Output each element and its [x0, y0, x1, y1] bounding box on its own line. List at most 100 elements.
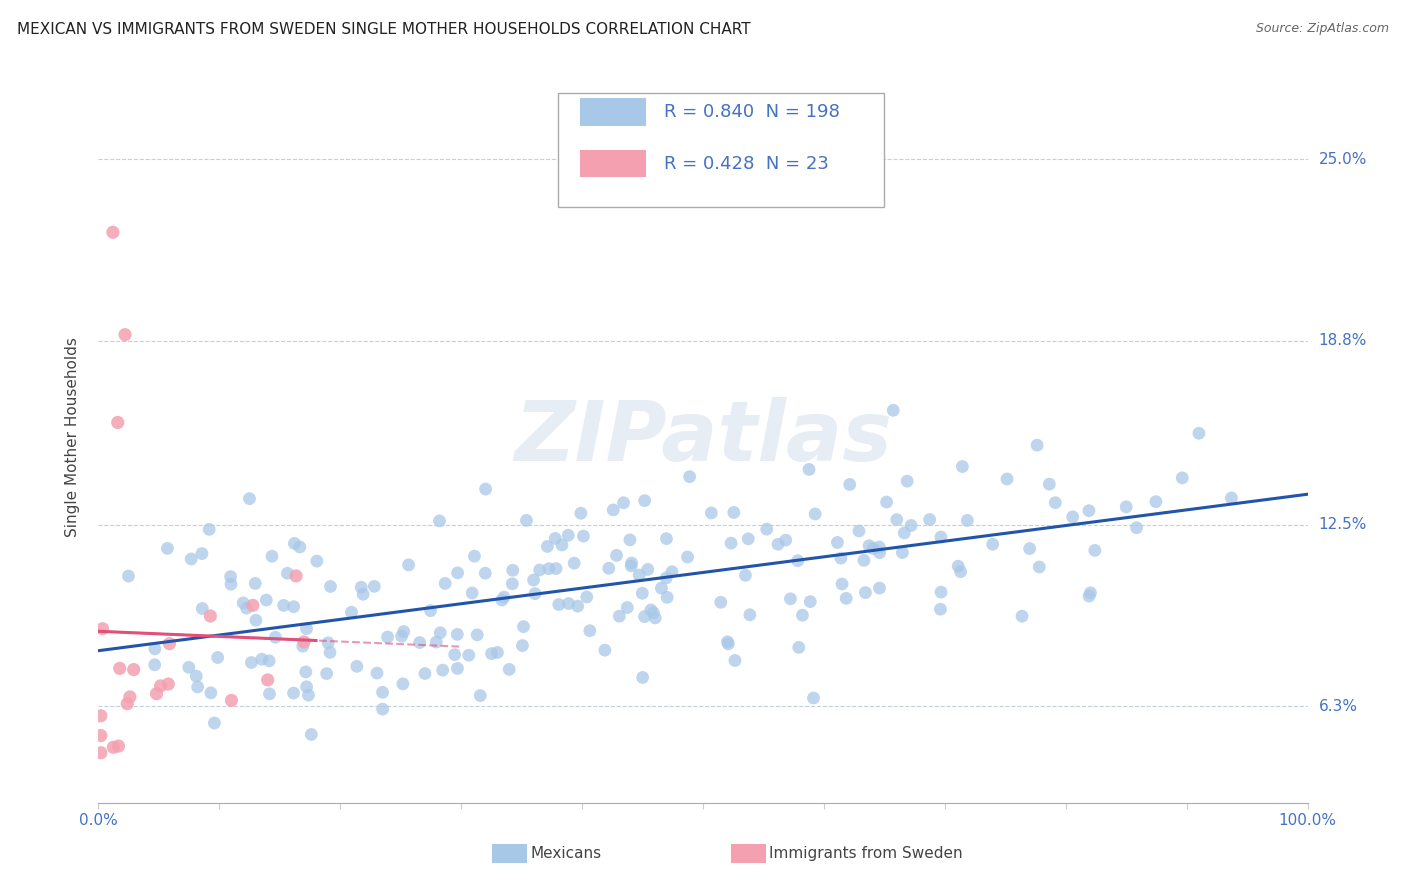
Point: [398, 558, 420, 572]
Point: [443, 648, 465, 662]
Point: [465, 628, 488, 642]
Point: [779, 591, 801, 606]
Point: [869, 546, 891, 560]
Point: [567, 599, 589, 614]
Point: [122, 663, 145, 677]
Point: [737, 532, 759, 546]
Point: [1038, 477, 1060, 491]
Point: [830, 551, 852, 566]
Point: [232, 596, 254, 610]
Point: [264, 630, 287, 644]
Point: [1144, 494, 1167, 508]
Point: [292, 635, 315, 649]
Point: [848, 524, 870, 538]
Point: [929, 585, 952, 599]
Point: [1011, 609, 1033, 624]
Point: [515, 513, 537, 527]
Text: 12.5%: 12.5%: [1319, 517, 1367, 533]
Point: [346, 659, 368, 673]
Point: [1115, 500, 1137, 514]
Point: [606, 549, 628, 563]
Point: [91, 622, 114, 636]
Point: [523, 573, 546, 587]
Point: [598, 561, 620, 575]
Point: [457, 648, 479, 663]
Point: [107, 416, 129, 430]
FancyBboxPatch shape: [558, 94, 884, 207]
Point: [855, 585, 877, 599]
Point: [637, 562, 659, 576]
Point: [256, 673, 278, 687]
Text: 6.3%: 6.3%: [1319, 698, 1358, 714]
Point: [612, 496, 634, 510]
Point: [159, 637, 181, 651]
Point: [544, 532, 567, 546]
Point: [297, 688, 319, 702]
Text: 25.0%: 25.0%: [1319, 152, 1367, 167]
Point: [419, 604, 441, 618]
Point: [350, 580, 373, 594]
Point: [363, 579, 385, 593]
Point: [657, 591, 679, 605]
Point: [200, 686, 222, 700]
Point: [242, 599, 264, 613]
Point: [245, 613, 267, 627]
Point: [738, 607, 761, 622]
Point: [678, 469, 700, 483]
Point: [491, 593, 513, 607]
Point: [446, 661, 468, 675]
Point: [1078, 589, 1101, 603]
Point: [1171, 471, 1194, 485]
Text: Immigrants from Sweden: Immigrants from Sweden: [769, 847, 963, 861]
Point: [114, 327, 136, 342]
Point: [593, 643, 616, 657]
Point: [981, 537, 1004, 551]
Point: [661, 565, 683, 579]
Point: [717, 637, 740, 651]
Point: [283, 536, 305, 550]
Point: [498, 662, 520, 676]
Point: [288, 540, 311, 554]
Point: [529, 563, 551, 577]
Point: [366, 666, 388, 681]
Point: [1018, 541, 1040, 556]
Point: [900, 518, 922, 533]
Point: [643, 606, 665, 620]
Point: [868, 540, 890, 554]
Point: [1220, 491, 1243, 505]
Point: [204, 716, 226, 731]
Point: [633, 609, 655, 624]
Point: [655, 532, 678, 546]
Y-axis label: Single Mother Households: Single Mother Households: [65, 337, 80, 537]
Point: [413, 666, 436, 681]
Point: [340, 605, 363, 619]
Point: [90, 708, 112, 723]
Point: [1084, 543, 1107, 558]
Point: [108, 661, 131, 675]
Point: [486, 645, 509, 659]
Point: [1078, 503, 1101, 517]
Point: [1026, 438, 1049, 452]
Point: [285, 569, 308, 583]
Point: [219, 569, 242, 583]
Point: [101, 225, 124, 239]
Point: [180, 552, 202, 566]
Point: [254, 593, 277, 607]
Point: [392, 624, 415, 639]
Point: [1062, 509, 1084, 524]
Text: R = 0.840  N = 198: R = 0.840 N = 198: [664, 103, 841, 121]
Point: [291, 639, 314, 653]
Point: [305, 554, 328, 568]
Point: [734, 568, 756, 582]
Point: [352, 587, 374, 601]
Point: [143, 657, 166, 672]
Point: [502, 563, 524, 577]
Point: [792, 608, 814, 623]
Point: [145, 687, 167, 701]
Point: [432, 663, 454, 677]
Point: [474, 482, 496, 496]
Point: [838, 477, 860, 491]
Point: [240, 656, 263, 670]
Point: [700, 506, 723, 520]
Point: [918, 512, 941, 526]
